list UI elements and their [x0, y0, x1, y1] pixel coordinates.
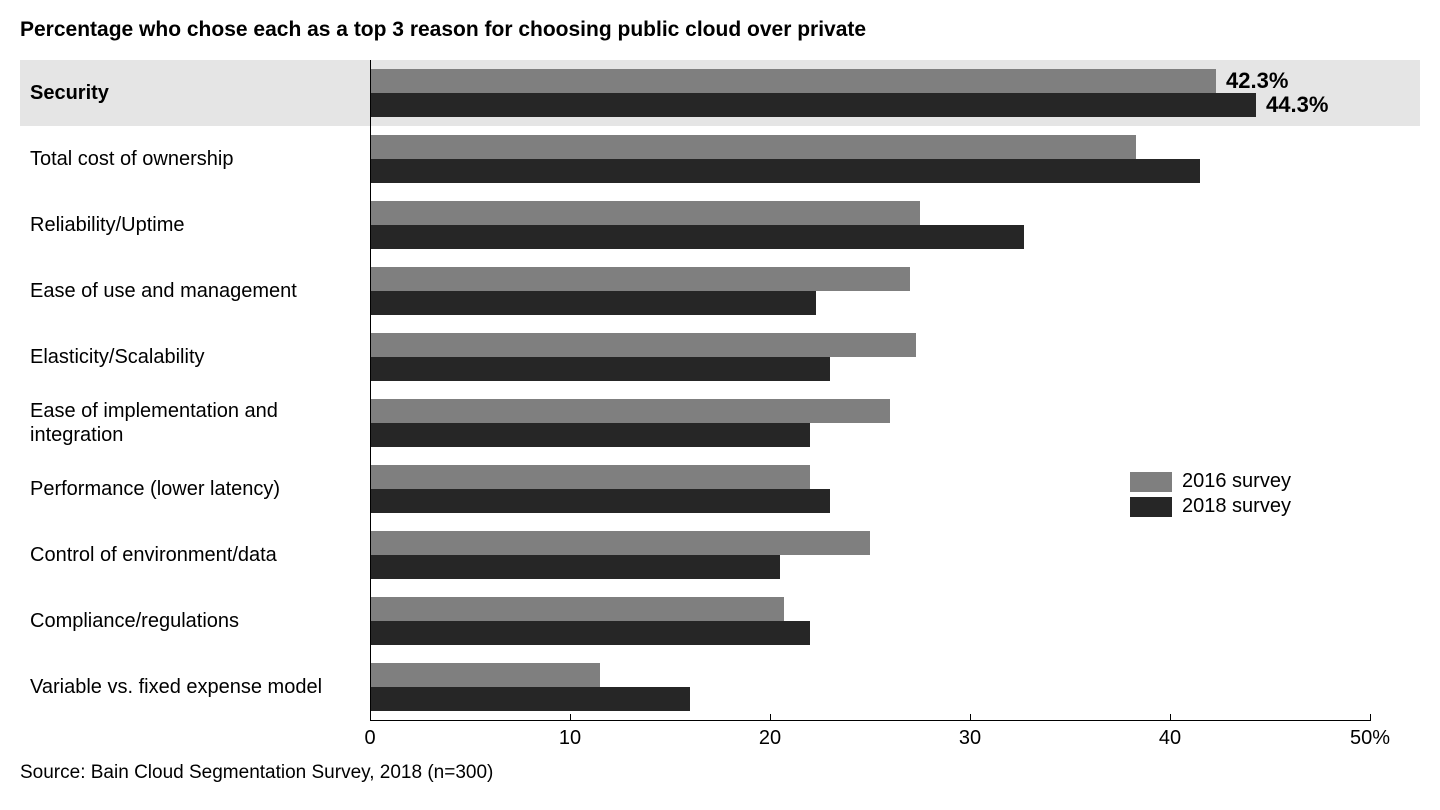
bar — [370, 531, 870, 555]
category-row: Elasticity/Scalability — [20, 324, 1420, 390]
bar-wrap — [370, 555, 1370, 579]
category-label: Total cost of ownership — [20, 147, 370, 171]
bar — [370, 159, 1200, 183]
bars-area — [370, 390, 1370, 456]
bars-area — [370, 126, 1370, 192]
legend: 2016 survey2018 survey — [1130, 470, 1291, 518]
axis-tick-label: 40 — [1159, 727, 1181, 750]
chart-container: Security42.3%44.3%Total cost of ownershi… — [20, 60, 1420, 760]
bars-area — [370, 654, 1370, 720]
bar-wrap — [370, 135, 1370, 159]
category-label: Ease of use and management — [20, 279, 370, 303]
legend-item: 2018 survey — [1130, 495, 1291, 518]
category-label: Security — [20, 81, 370, 105]
category-row: Compliance/regulations — [20, 588, 1420, 654]
legend-item: 2016 survey — [1130, 470, 1291, 493]
bar — [370, 267, 910, 291]
bar-wrap — [370, 159, 1370, 183]
category-label: Variable vs. fixed expense model — [20, 675, 370, 699]
bar-wrap — [370, 267, 1370, 291]
axis-tick — [570, 714, 571, 721]
bars-area — [370, 588, 1370, 654]
category-row: Security42.3%44.3% — [20, 60, 1420, 126]
bar — [370, 597, 784, 621]
x-axis: 0 10 20 30 40 50% — [20, 720, 1420, 760]
bar — [370, 621, 810, 645]
bar-wrap — [370, 201, 1370, 225]
bar-value-label: 44.3% — [1266, 92, 1328, 118]
bar-wrap: 44.3% — [370, 93, 1370, 117]
category-label: Control of environment/data — [20, 543, 370, 567]
bar — [370, 687, 690, 711]
axis-tick-label: 10 — [559, 727, 581, 750]
bar — [370, 69, 1216, 93]
bar-value-label: 42.3% — [1226, 68, 1288, 94]
bar-wrap — [370, 291, 1370, 315]
chart-title: Percentage who chose each as a top 3 rea… — [20, 18, 1420, 42]
bar — [370, 201, 920, 225]
y-axis-line — [370, 60, 371, 720]
bar — [370, 423, 810, 447]
bar-wrap — [370, 225, 1370, 249]
bar — [370, 663, 600, 687]
bar — [370, 135, 1136, 159]
bar-wrap — [370, 621, 1370, 645]
bar-wrap — [370, 399, 1370, 423]
category-row: Total cost of ownership — [20, 126, 1420, 192]
bars-area — [370, 192, 1370, 258]
category-row: Ease of use and management — [20, 258, 1420, 324]
bar — [370, 489, 830, 513]
axis-tick — [370, 714, 371, 721]
bar — [370, 291, 816, 315]
category-row: Variable vs. fixed expense model — [20, 654, 1420, 720]
category-label: Performance (lower latency) — [20, 477, 370, 501]
bars-area — [370, 258, 1370, 324]
legend-swatch — [1130, 472, 1172, 492]
bar — [370, 555, 780, 579]
category-label: Ease of implementation and integration — [20, 399, 370, 447]
bar-wrap — [370, 531, 1370, 555]
axis-tick-label: 20 — [759, 727, 781, 750]
bar — [370, 333, 916, 357]
legend-label: 2018 survey — [1182, 495, 1291, 518]
category-row: Reliability/Uptime — [20, 192, 1420, 258]
bar-wrap — [370, 663, 1370, 687]
bar-wrap — [370, 597, 1370, 621]
bars-area — [370, 522, 1370, 588]
bar-wrap: 42.3% — [370, 69, 1370, 93]
bar-wrap — [370, 687, 1370, 711]
axis-tick — [770, 714, 771, 721]
bars-area: 42.3%44.3% — [370, 60, 1370, 126]
axis-tick — [970, 714, 971, 721]
axis-tick-label: 50% — [1350, 727, 1390, 750]
bar-wrap — [370, 333, 1370, 357]
category-label: Reliability/Uptime — [20, 213, 370, 237]
x-axis-area: 01020304050% — [370, 720, 1370, 760]
bar-wrap — [370, 423, 1370, 447]
category-label: Elasticity/Scalability — [20, 345, 370, 369]
bar-wrap — [370, 357, 1370, 381]
category-row: Control of environment/data — [20, 522, 1420, 588]
bar — [370, 93, 1256, 117]
bars-area — [370, 324, 1370, 390]
axis-tick — [1370, 714, 1371, 721]
legend-label: 2016 survey — [1182, 470, 1291, 493]
axis-tick-label: 0 — [364, 727, 375, 750]
axis-tick-label: 30 — [959, 727, 981, 750]
bar — [370, 399, 890, 423]
axis-tick — [1170, 714, 1171, 721]
bar — [370, 357, 830, 381]
bar — [370, 465, 810, 489]
category-row: Ease of implementation and integration — [20, 390, 1420, 456]
legend-swatch — [1130, 497, 1172, 517]
source-note: Source: Bain Cloud Segmentation Survey, … — [20, 762, 1420, 784]
bar — [370, 225, 1024, 249]
category-label: Compliance/regulations — [20, 609, 370, 633]
